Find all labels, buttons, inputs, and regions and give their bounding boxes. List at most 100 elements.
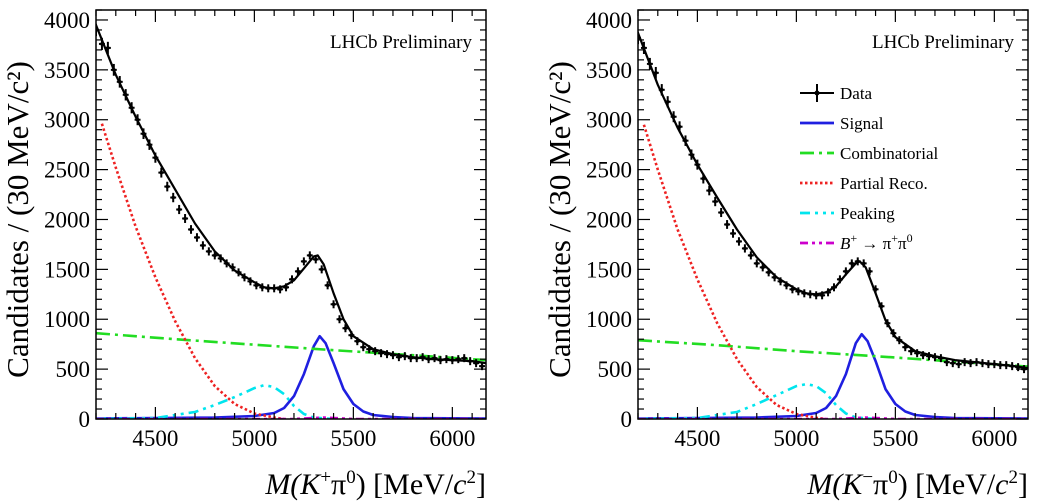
data-point: [730, 229, 736, 238]
series-line-signal: [638, 332, 1028, 419]
data-point-marker: [707, 188, 712, 193]
data-point: [1003, 361, 1010, 370]
legend-entry: B+ → π+π0: [800, 231, 913, 253]
data-point: [425, 355, 432, 364]
data-point: [176, 204, 183, 215]
data-point-marker: [290, 277, 294, 282]
data-point: [801, 289, 808, 298]
data-point: [247, 277, 254, 286]
data-point-marker: [385, 352, 389, 356]
y-tick-label: 3000: [586, 108, 632, 133]
data-point: [747, 251, 754, 260]
data-point-marker: [403, 354, 407, 358]
data-point-marker: [939, 356, 943, 360]
data-point: [401, 352, 408, 361]
data-point: [211, 251, 218, 260]
data-point: [908, 347, 915, 356]
legend-label: Signal: [840, 114, 884, 133]
data-point-marker: [802, 291, 807, 296]
data-point: [277, 285, 284, 294]
data-point: [676, 121, 683, 133]
data-point: [640, 41, 647, 54]
data-point: [378, 349, 385, 358]
data-point: [122, 89, 129, 101]
data-point: [682, 135, 689, 146]
data-point: [979, 359, 986, 368]
data-point-marker: [838, 277, 842, 282]
data-point-marker: [766, 270, 771, 275]
data-point-marker: [820, 293, 824, 298]
data-point: [741, 244, 748, 253]
data-point-marker: [683, 138, 688, 143]
series-line-peaking: [96, 383, 334, 419]
data-point-marker: [808, 292, 813, 297]
data-point-marker: [909, 349, 913, 353]
data-point-marker: [903, 345, 908, 349]
y-tick-label: 2000: [44, 207, 90, 232]
data-point: [241, 273, 248, 282]
x-axis-label: M(K−π0) [MeV/c2]: [806, 467, 1028, 501]
data-point-marker: [921, 353, 925, 357]
x-tick-label: 4500: [674, 426, 720, 451]
data-point-marker: [236, 270, 241, 275]
data-point: [199, 241, 206, 250]
data-point-marker: [189, 227, 193, 232]
data-point-marker: [701, 176, 706, 181]
data-point: [271, 284, 278, 293]
data-point-marker: [885, 321, 890, 326]
data-point: [134, 114, 141, 126]
data-point-marker: [343, 326, 348, 331]
data-point: [188, 225, 194, 234]
data-point: [795, 287, 802, 296]
data-point-marker: [260, 285, 265, 290]
data-point: [336, 315, 343, 324]
legend-entry: Combinatorial: [800, 144, 938, 163]
data-point: [866, 267, 873, 276]
data-point-marker: [218, 256, 223, 261]
data-point: [455, 355, 462, 364]
data-point: [985, 360, 992, 369]
data-point-marker: [986, 362, 991, 366]
data-point: [354, 337, 361, 346]
data-point-marker: [480, 364, 484, 368]
data-point-marker: [968, 361, 973, 365]
data-point: [902, 343, 909, 352]
data-point-marker: [784, 283, 789, 288]
data-point: [229, 263, 236, 272]
data-point-marker: [855, 259, 860, 264]
data-point-marker: [284, 285, 288, 290]
data-point-marker: [367, 347, 371, 351]
data-point: [949, 359, 956, 368]
y-tick-label: 3500: [44, 58, 90, 83]
data-point-marker: [873, 287, 878, 292]
data-point: [967, 359, 974, 368]
data-point: [158, 167, 165, 178]
data-point-marker: [956, 362, 961, 366]
data-point-marker: [1010, 364, 1014, 368]
legend-entry: Partial Reco.: [800, 174, 928, 193]
data-point-marker: [844, 269, 848, 274]
series-line-b-0: [638, 416, 1028, 419]
x-tick-label: 6000: [429, 426, 475, 451]
data-point-marker: [379, 351, 383, 355]
data-point: [300, 257, 307, 266]
legend-entry: Data: [800, 84, 873, 103]
series-line-partial-reco: [100, 123, 285, 419]
data-point-marker: [980, 361, 985, 365]
y-tick-label: 2000: [586, 207, 632, 232]
data-point: [789, 285, 796, 294]
data-point-marker: [420, 355, 425, 359]
data-point-marker: [141, 131, 146, 136]
data-point-marker: [677, 124, 682, 129]
y-tick-label: 1000: [586, 307, 632, 332]
series-line-b-0: [96, 416, 486, 419]
data-point-marker: [426, 357, 431, 361]
data-point: [943, 358, 950, 367]
data-point-marker: [998, 363, 1003, 367]
data-point: [783, 281, 790, 290]
legend-data-marker: [814, 90, 820, 96]
data-point-marker: [760, 265, 765, 270]
data-point-marker: [719, 210, 723, 215]
data-point: [896, 336, 903, 345]
data-point: [878, 302, 885, 311]
